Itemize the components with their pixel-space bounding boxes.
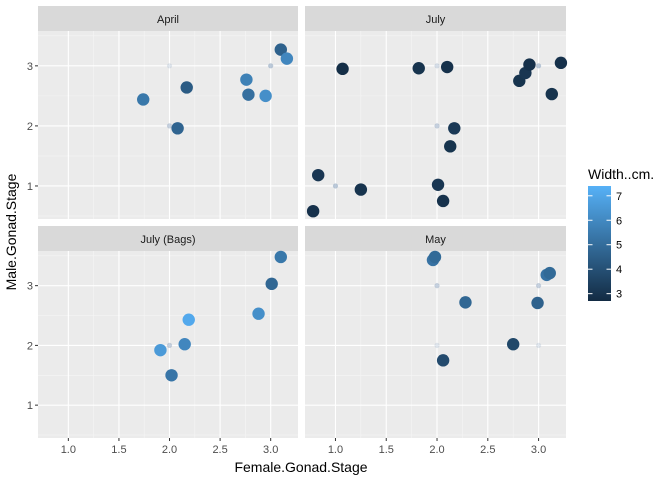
data-point bbox=[545, 87, 558, 101]
facet-strip bbox=[38, 226, 298, 251]
data-point bbox=[242, 88, 255, 101]
data-point bbox=[523, 58, 536, 71]
data-point bbox=[165, 369, 178, 382]
x-tick-label: 3.0 bbox=[531, 444, 546, 456]
y-tick-label: 2 bbox=[27, 340, 33, 352]
y-tick-label: 1 bbox=[27, 400, 33, 412]
x-tick-label: 2.5 bbox=[212, 444, 227, 456]
data-point bbox=[440, 60, 454, 74]
legend-tick-label: 6 bbox=[616, 215, 622, 227]
facet-panel: May bbox=[305, 226, 566, 438]
faint-point bbox=[434, 283, 440, 289]
x-tick-label: 1.0 bbox=[328, 444, 343, 456]
data-point bbox=[180, 81, 193, 94]
data-point bbox=[182, 313, 195, 326]
data-point bbox=[448, 122, 461, 135]
y-tick-label: 3 bbox=[27, 61, 33, 73]
x-tick-label: 2.0 bbox=[162, 444, 177, 456]
legend-title: Width..cm. bbox=[588, 166, 654, 182]
data-point bbox=[240, 73, 253, 86]
faint-point bbox=[434, 63, 440, 69]
facet-strip bbox=[38, 6, 298, 31]
data-point bbox=[431, 178, 445, 191]
facet-strip-label: July (Bags) bbox=[140, 234, 195, 246]
facet-panel: July bbox=[305, 6, 568, 219]
data-point bbox=[506, 338, 520, 351]
y-axis-ticks: 1 2 3 1 2 3 bbox=[27, 61, 38, 412]
data-point bbox=[354, 183, 368, 196]
facet-strip-label: April bbox=[157, 14, 179, 26]
x-tick-label: 2.5 bbox=[480, 444, 495, 456]
panel-background bbox=[305, 251, 566, 438]
facet-strip bbox=[305, 6, 566, 31]
faint-point bbox=[166, 63, 173, 69]
data-point bbox=[531, 296, 544, 310]
x-tick-label: 2.0 bbox=[429, 444, 444, 456]
x-tick-label: 1.5 bbox=[111, 444, 126, 456]
y-tick-label: 2 bbox=[27, 121, 33, 133]
facet-strip-label: May bbox=[425, 234, 446, 246]
facet-panel: July (Bags) bbox=[38, 226, 298, 438]
x-axis-title: Female.Gonad.Stage bbox=[234, 459, 367, 475]
data-point bbox=[259, 89, 272, 103]
data-point bbox=[554, 56, 568, 70]
faint-point bbox=[166, 342, 173, 348]
legend-tick-label: 4 bbox=[616, 264, 622, 276]
y-tick-label: 1 bbox=[27, 181, 33, 193]
data-point bbox=[274, 43, 288, 56]
faint-point bbox=[535, 342, 542, 348]
data-point bbox=[336, 62, 349, 76]
faint-point bbox=[268, 63, 274, 69]
legend-ticks: 7 6 5 4 3 bbox=[588, 191, 622, 301]
color-legend: Width..cm. 7 6 5 4 3 bbox=[588, 166, 654, 301]
data-point bbox=[280, 52, 294, 65]
data-point bbox=[171, 122, 184, 135]
data-point bbox=[265, 277, 278, 291]
facet-panel: April bbox=[38, 6, 298, 219]
legend-tick-label: 7 bbox=[616, 191, 622, 203]
data-point bbox=[543, 266, 556, 280]
x-tick-label: 1.0 bbox=[61, 444, 76, 456]
y-tick-label: 3 bbox=[27, 281, 33, 293]
faint-point bbox=[166, 123, 173, 129]
faint-point bbox=[434, 342, 440, 348]
x-axis-ticks: 1.0 1.5 2.0 2.5 3.0 1.0 1.5 2.0 2.5 3.0 bbox=[61, 438, 546, 456]
data-point bbox=[436, 194, 450, 208]
data-point bbox=[252, 307, 265, 320]
data-point bbox=[274, 250, 288, 264]
legend-colorbar bbox=[588, 186, 611, 301]
legend-tick-label: 3 bbox=[616, 289, 622, 301]
x-tick-label: 1.5 bbox=[379, 444, 394, 456]
data-point bbox=[428, 250, 442, 264]
faint-point bbox=[332, 183, 339, 189]
y-axis-title: Male.Gonad.Stage bbox=[3, 173, 19, 290]
legend-tick-label: 5 bbox=[616, 240, 622, 252]
data-point bbox=[444, 140, 457, 153]
data-point bbox=[312, 168, 325, 182]
faint-point bbox=[535, 283, 542, 289]
facet-strip-label: July bbox=[426, 14, 446, 26]
data-point bbox=[137, 93, 150, 106]
data-point bbox=[412, 62, 425, 75]
data-point bbox=[459, 296, 472, 309]
x-tick-label: 3.0 bbox=[263, 444, 278, 456]
facet-panels: April July July (Bags) May bbox=[38, 6, 568, 438]
data-point bbox=[436, 354, 450, 367]
data-point bbox=[154, 343, 167, 357]
faint-point bbox=[535, 63, 542, 69]
data-point bbox=[306, 204, 320, 218]
data-point bbox=[178, 338, 191, 351]
facet-strip bbox=[305, 226, 566, 251]
faint-point bbox=[434, 123, 440, 129]
